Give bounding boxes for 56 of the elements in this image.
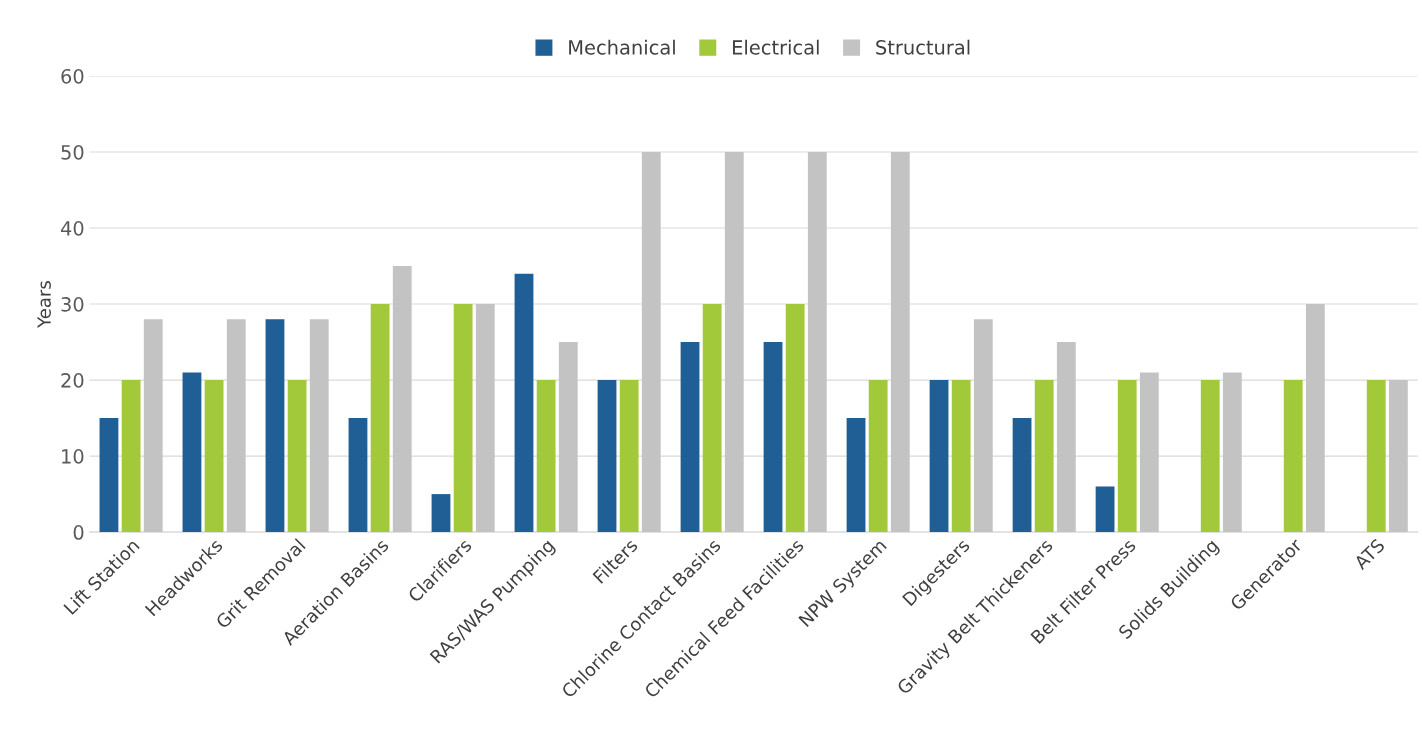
legend-label: Electrical <box>733 39 819 55</box>
bar <box>597 380 617 533</box>
bar <box>287 380 307 533</box>
bar <box>1095 486 1115 533</box>
bar <box>453 304 473 533</box>
bar <box>846 418 866 533</box>
bar <box>641 152 661 533</box>
bar <box>431 494 451 533</box>
bar <box>348 418 368 533</box>
bar <box>1034 380 1054 533</box>
y-tick-label: 10 <box>62 449 84 464</box>
bar <box>680 342 700 533</box>
bar <box>1012 418 1032 533</box>
y-tick-label: 60 <box>61 68 84 84</box>
bar <box>763 342 783 533</box>
bar <box>951 380 971 533</box>
bar <box>1200 380 1220 533</box>
bar <box>392 266 412 533</box>
bar <box>807 152 827 533</box>
bar <box>265 319 285 533</box>
bar <box>226 319 246 533</box>
y-tick-label: 0 <box>73 525 84 540</box>
bar <box>1139 372 1159 533</box>
bar <box>1305 304 1325 533</box>
bar <box>973 319 993 533</box>
bar <box>1056 342 1076 533</box>
bar <box>1366 380 1386 533</box>
bar <box>182 372 202 533</box>
y-tick-label: 20 <box>61 373 84 388</box>
bar <box>785 304 805 533</box>
bar <box>1222 372 1242 533</box>
bar <box>309 319 329 533</box>
bar <box>99 418 119 533</box>
legend-label: Structural <box>876 39 970 55</box>
bar <box>143 319 163 533</box>
bar <box>514 273 534 533</box>
bar <box>1388 380 1408 533</box>
bar <box>370 304 390 533</box>
y-tick-label: 30 <box>61 297 84 312</box>
bar <box>121 380 141 533</box>
y-tick-label: 50 <box>61 144 84 160</box>
bar <box>619 380 639 533</box>
bar <box>536 380 556 533</box>
bar <box>702 304 722 533</box>
bar <box>1283 380 1303 533</box>
legend-label: Mechanical <box>569 39 675 55</box>
bar <box>929 380 949 533</box>
bar <box>1117 380 1137 533</box>
bar <box>890 152 910 533</box>
bar <box>868 380 888 533</box>
bar <box>558 342 578 533</box>
bar <box>204 380 224 533</box>
bar <box>475 304 495 533</box>
y-tick-label: 40 <box>60 221 84 236</box>
y-axis-title: Years <box>37 281 51 328</box>
bar <box>724 152 744 533</box>
